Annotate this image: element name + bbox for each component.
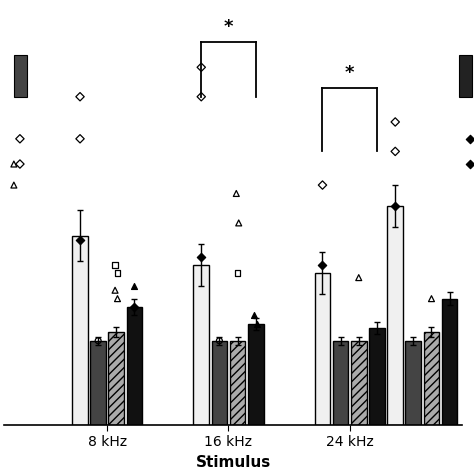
Bar xyxy=(369,328,385,425)
Point xyxy=(10,181,18,189)
Point xyxy=(235,219,243,227)
Bar xyxy=(109,332,124,425)
Bar xyxy=(15,55,27,97)
Point xyxy=(131,303,138,311)
Point xyxy=(114,295,121,302)
Bar xyxy=(315,273,330,425)
X-axis label: Stimulus: Stimulus xyxy=(196,455,271,470)
Point xyxy=(111,261,119,269)
Point xyxy=(319,261,326,269)
Point xyxy=(251,312,258,319)
Point xyxy=(114,270,121,277)
Bar xyxy=(193,265,209,425)
Point xyxy=(16,135,24,143)
Point xyxy=(198,253,205,260)
Point xyxy=(466,160,474,168)
Bar xyxy=(405,341,421,425)
Point xyxy=(10,160,18,168)
Text: *: * xyxy=(224,18,233,36)
Bar xyxy=(229,341,246,425)
Bar xyxy=(211,341,227,425)
Point xyxy=(234,270,241,277)
Point xyxy=(428,295,435,302)
Point xyxy=(392,202,399,210)
Bar xyxy=(442,299,457,425)
Point xyxy=(94,337,102,345)
Point xyxy=(233,190,240,197)
Point xyxy=(111,286,119,294)
Point xyxy=(76,236,84,244)
Point xyxy=(392,147,399,155)
Text: *: * xyxy=(345,64,355,82)
Bar xyxy=(387,206,403,425)
Point xyxy=(319,181,326,189)
Point xyxy=(466,135,474,143)
Point xyxy=(355,274,363,282)
Point xyxy=(76,135,84,143)
Point xyxy=(392,118,399,126)
Bar xyxy=(424,332,439,425)
Point xyxy=(198,64,205,71)
Point xyxy=(76,93,84,100)
Bar xyxy=(72,236,88,425)
Bar xyxy=(333,341,348,425)
Bar xyxy=(351,341,366,425)
Point xyxy=(216,337,223,345)
Point xyxy=(198,93,205,100)
Bar xyxy=(127,307,142,425)
Bar xyxy=(248,324,264,425)
Point xyxy=(253,320,261,328)
Point xyxy=(16,160,24,168)
Bar xyxy=(90,341,106,425)
Point xyxy=(131,282,138,290)
Bar xyxy=(459,55,472,97)
